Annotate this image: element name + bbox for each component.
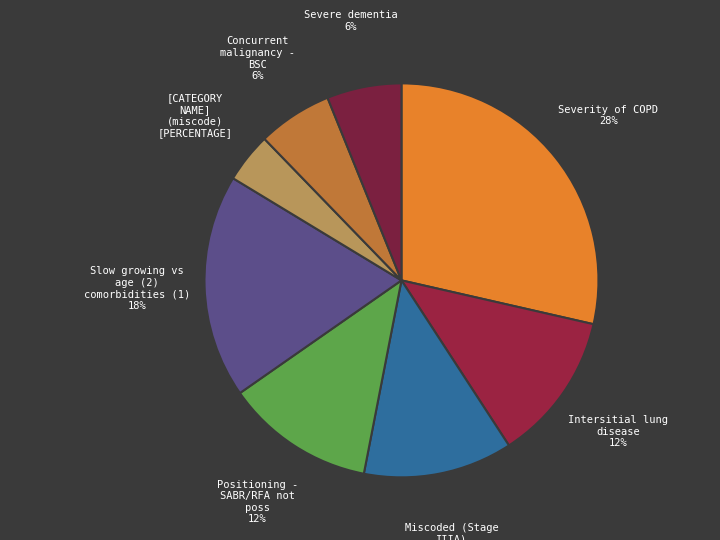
Text: Intersitial lung
disease
12%: Intersitial lung disease 12% <box>568 415 668 448</box>
Wedge shape <box>233 139 402 280</box>
Wedge shape <box>264 98 402 280</box>
Text: [CATEGORY
NAME]
(miscode)
[PERCENTAGE]: [CATEGORY NAME] (miscode) [PERCENTAGE] <box>157 93 233 138</box>
Text: Positioning -
SABR/RFA not
poss
12%: Positioning - SABR/RFA not poss 12% <box>217 480 298 524</box>
Text: Miscoded (Stage
IIIA)
12%: Miscoded (Stage IIIA) 12% <box>405 523 499 540</box>
Wedge shape <box>204 178 402 393</box>
Wedge shape <box>402 280 593 446</box>
Wedge shape <box>402 83 598 324</box>
Wedge shape <box>364 280 509 477</box>
Text: Severe dementia
6%: Severe dementia 6% <box>304 10 398 32</box>
Text: Slow growing vs
age (2)
comorbidities (1)
18%: Slow growing vs age (2) comorbidities (1… <box>84 266 190 311</box>
Text: Severity of COPD
28%: Severity of COPD 28% <box>558 105 658 126</box>
Wedge shape <box>240 280 402 474</box>
Wedge shape <box>328 83 402 280</box>
Text: Concurrent
malignancy -
BSC
6%: Concurrent malignancy - BSC 6% <box>220 36 294 81</box>
